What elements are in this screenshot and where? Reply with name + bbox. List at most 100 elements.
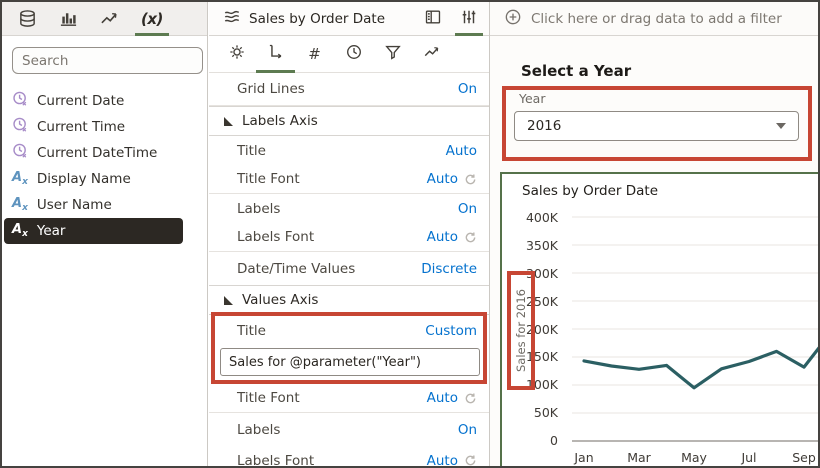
setting-value-link[interactable]: Discrete <box>421 260 477 277</box>
tab-analytics-settings[interactable] <box>412 36 451 73</box>
trend-line-icon <box>423 43 441 65</box>
line-chart-visualization[interactable]: Sales by Order Date 400K 350K 300K 250K … <box>500 172 818 466</box>
canvas-panel: Click here or drag data to add a filter … <box>490 2 818 466</box>
clock-icon <box>345 43 363 65</box>
y-tick: 400K <box>525 210 558 225</box>
number-format-icon: # <box>308 45 321 63</box>
tab-data[interactable] <box>12 2 43 36</box>
setting-label: Title Font <box>237 171 300 187</box>
section-values-axis[interactable]: Values Axis <box>209 285 489 315</box>
clock-parameter-icon <box>12 143 28 163</box>
text-parameter-icon: Ax <box>12 170 28 187</box>
chart-plot-svg <box>572 216 818 442</box>
tab-grammar[interactable] <box>419 2 447 36</box>
setting-value-link[interactable]: Auto <box>445 142 477 159</box>
setting-value-link[interactable]: Auto <box>426 390 458 406</box>
setting-value-link[interactable]: Custom <box>425 322 477 339</box>
bar-chart-icon <box>59 9 78 28</box>
setting-value-link[interactable]: On <box>457 200 477 217</box>
setting-row-labels: Labels On <box>209 194 489 223</box>
tab-filters[interactable] <box>373 36 412 73</box>
list-item-label: User Name <box>36 197 112 213</box>
tab-analytics[interactable] <box>94 2 125 36</box>
trend-line-icon <box>100 9 119 28</box>
list-item-current-date[interactable]: Current Date <box>2 88 207 114</box>
section-title: Values Axis <box>242 292 319 308</box>
filter-bar-text: Click here or drag data to add a filter <box>531 10 782 27</box>
parameter-list: Current Date Current Time <box>2 82 207 244</box>
parameters-icon: (x) <box>141 9 163 28</box>
list-item-label: Display Name <box>36 171 131 187</box>
list-item-user-name[interactable]: Ax User Name <box>2 192 207 218</box>
list-item-current-datetime[interactable]: Current DateTime <box>2 140 207 166</box>
list-item-label: Year <box>36 223 66 239</box>
gear-icon <box>228 43 246 65</box>
setting-row-labels-font: Labels Font Auto <box>209 223 489 252</box>
collapse-triangle-icon <box>224 116 233 126</box>
year-dropdown-value: 2016 <box>527 118 562 134</box>
tab-axis-settings[interactable] <box>256 36 295 73</box>
list-item-current-time[interactable]: Current Time <box>2 114 207 140</box>
x-tick: Jul <box>741 450 757 465</box>
y-axis-title: Sales for 2016 <box>514 289 528 372</box>
year-dropdown[interactable]: 2016 <box>514 111 799 141</box>
setting-value-link[interactable]: Auto <box>426 171 458 187</box>
axis-icon <box>267 43 285 65</box>
tab-number-format[interactable]: # <box>295 36 334 73</box>
tab-parameters[interactable]: (x) <box>135 2 169 36</box>
list-item-year[interactable]: Ax Year <box>4 218 183 244</box>
setting-label: Title Font <box>237 390 300 406</box>
x-tick: Sep <box>792 450 816 465</box>
database-icon <box>18 9 37 28</box>
setting-label: Labels Font <box>237 229 315 245</box>
setting-value-link[interactable]: On <box>457 81 477 97</box>
values-axis-title-input[interactable] <box>220 348 480 376</box>
setting-label: Labels <box>237 200 281 217</box>
list-item-display-name[interactable]: Ax Display Name <box>2 166 207 192</box>
add-filter-icon <box>504 8 522 30</box>
filter-bar[interactable]: Click here or drag data to add a filter <box>490 2 818 36</box>
properties-panel-header: Sales by Order Date <box>209 2 489 36</box>
tab-visualizations[interactable] <box>53 2 84 36</box>
section-labels-axis[interactable]: Labels Axis <box>209 106 489 136</box>
y-tick: 50K <box>533 405 558 421</box>
parameter-control-title: Select a Year <box>521 62 632 80</box>
values-title-input-row <box>209 346 489 384</box>
tab-properties[interactable] <box>455 2 483 36</box>
reset-icon[interactable] <box>464 173 477 186</box>
setting-value-link[interactable]: On <box>457 421 477 438</box>
data-panel: (x) Current Dat <box>2 2 232 466</box>
setting-row-grid-lines: Grid Lines On <box>209 73 489 106</box>
x-tick: Mar <box>627 450 651 465</box>
chart-plot-area <box>560 209 818 449</box>
setting-value-link[interactable]: Auto <box>426 452 458 468</box>
list-item-label: Current DateTime <box>37 145 158 161</box>
properties-panel-title: Sales by Order Date <box>249 10 385 27</box>
setting-row-values-labels: Labels On <box>209 413 489 446</box>
data-panel-tabbar: (x) <box>2 2 207 36</box>
search-input[interactable] <box>12 47 203 74</box>
setting-label: Title <box>237 142 266 159</box>
clock-parameter-icon <box>12 91 28 111</box>
setting-label: Grid Lines <box>237 81 305 97</box>
reset-icon[interactable] <box>464 392 477 405</box>
tab-date-format[interactable] <box>334 36 373 73</box>
reset-icon[interactable] <box>464 231 477 244</box>
properties-panel: Sales by Order Date <box>209 2 490 466</box>
chevron-down-icon <box>776 123 786 129</box>
grammar-panel-icon <box>424 8 442 30</box>
setting-value-link[interactable]: Auto <box>426 229 458 245</box>
reset-icon[interactable] <box>464 454 477 466</box>
setting-row-title: Title Auto <box>209 136 489 165</box>
text-parameter-icon: Ax <box>12 222 28 239</box>
x-axis-tick-labels: Jan Mar May Jul Sep <box>560 450 818 466</box>
setting-row-values-title-font: Title Font Auto <box>209 384 489 413</box>
collapse-triangle-icon <box>224 295 233 305</box>
tab-general-settings[interactable] <box>217 36 256 73</box>
setting-row-title-font: Title Font Auto <box>209 165 489 194</box>
y-tick: 350K <box>525 237 558 253</box>
setting-label: Labels <box>237 421 281 438</box>
setting-label: Date/Time Values <box>237 260 356 277</box>
clock-parameter-icon <box>12 117 28 137</box>
